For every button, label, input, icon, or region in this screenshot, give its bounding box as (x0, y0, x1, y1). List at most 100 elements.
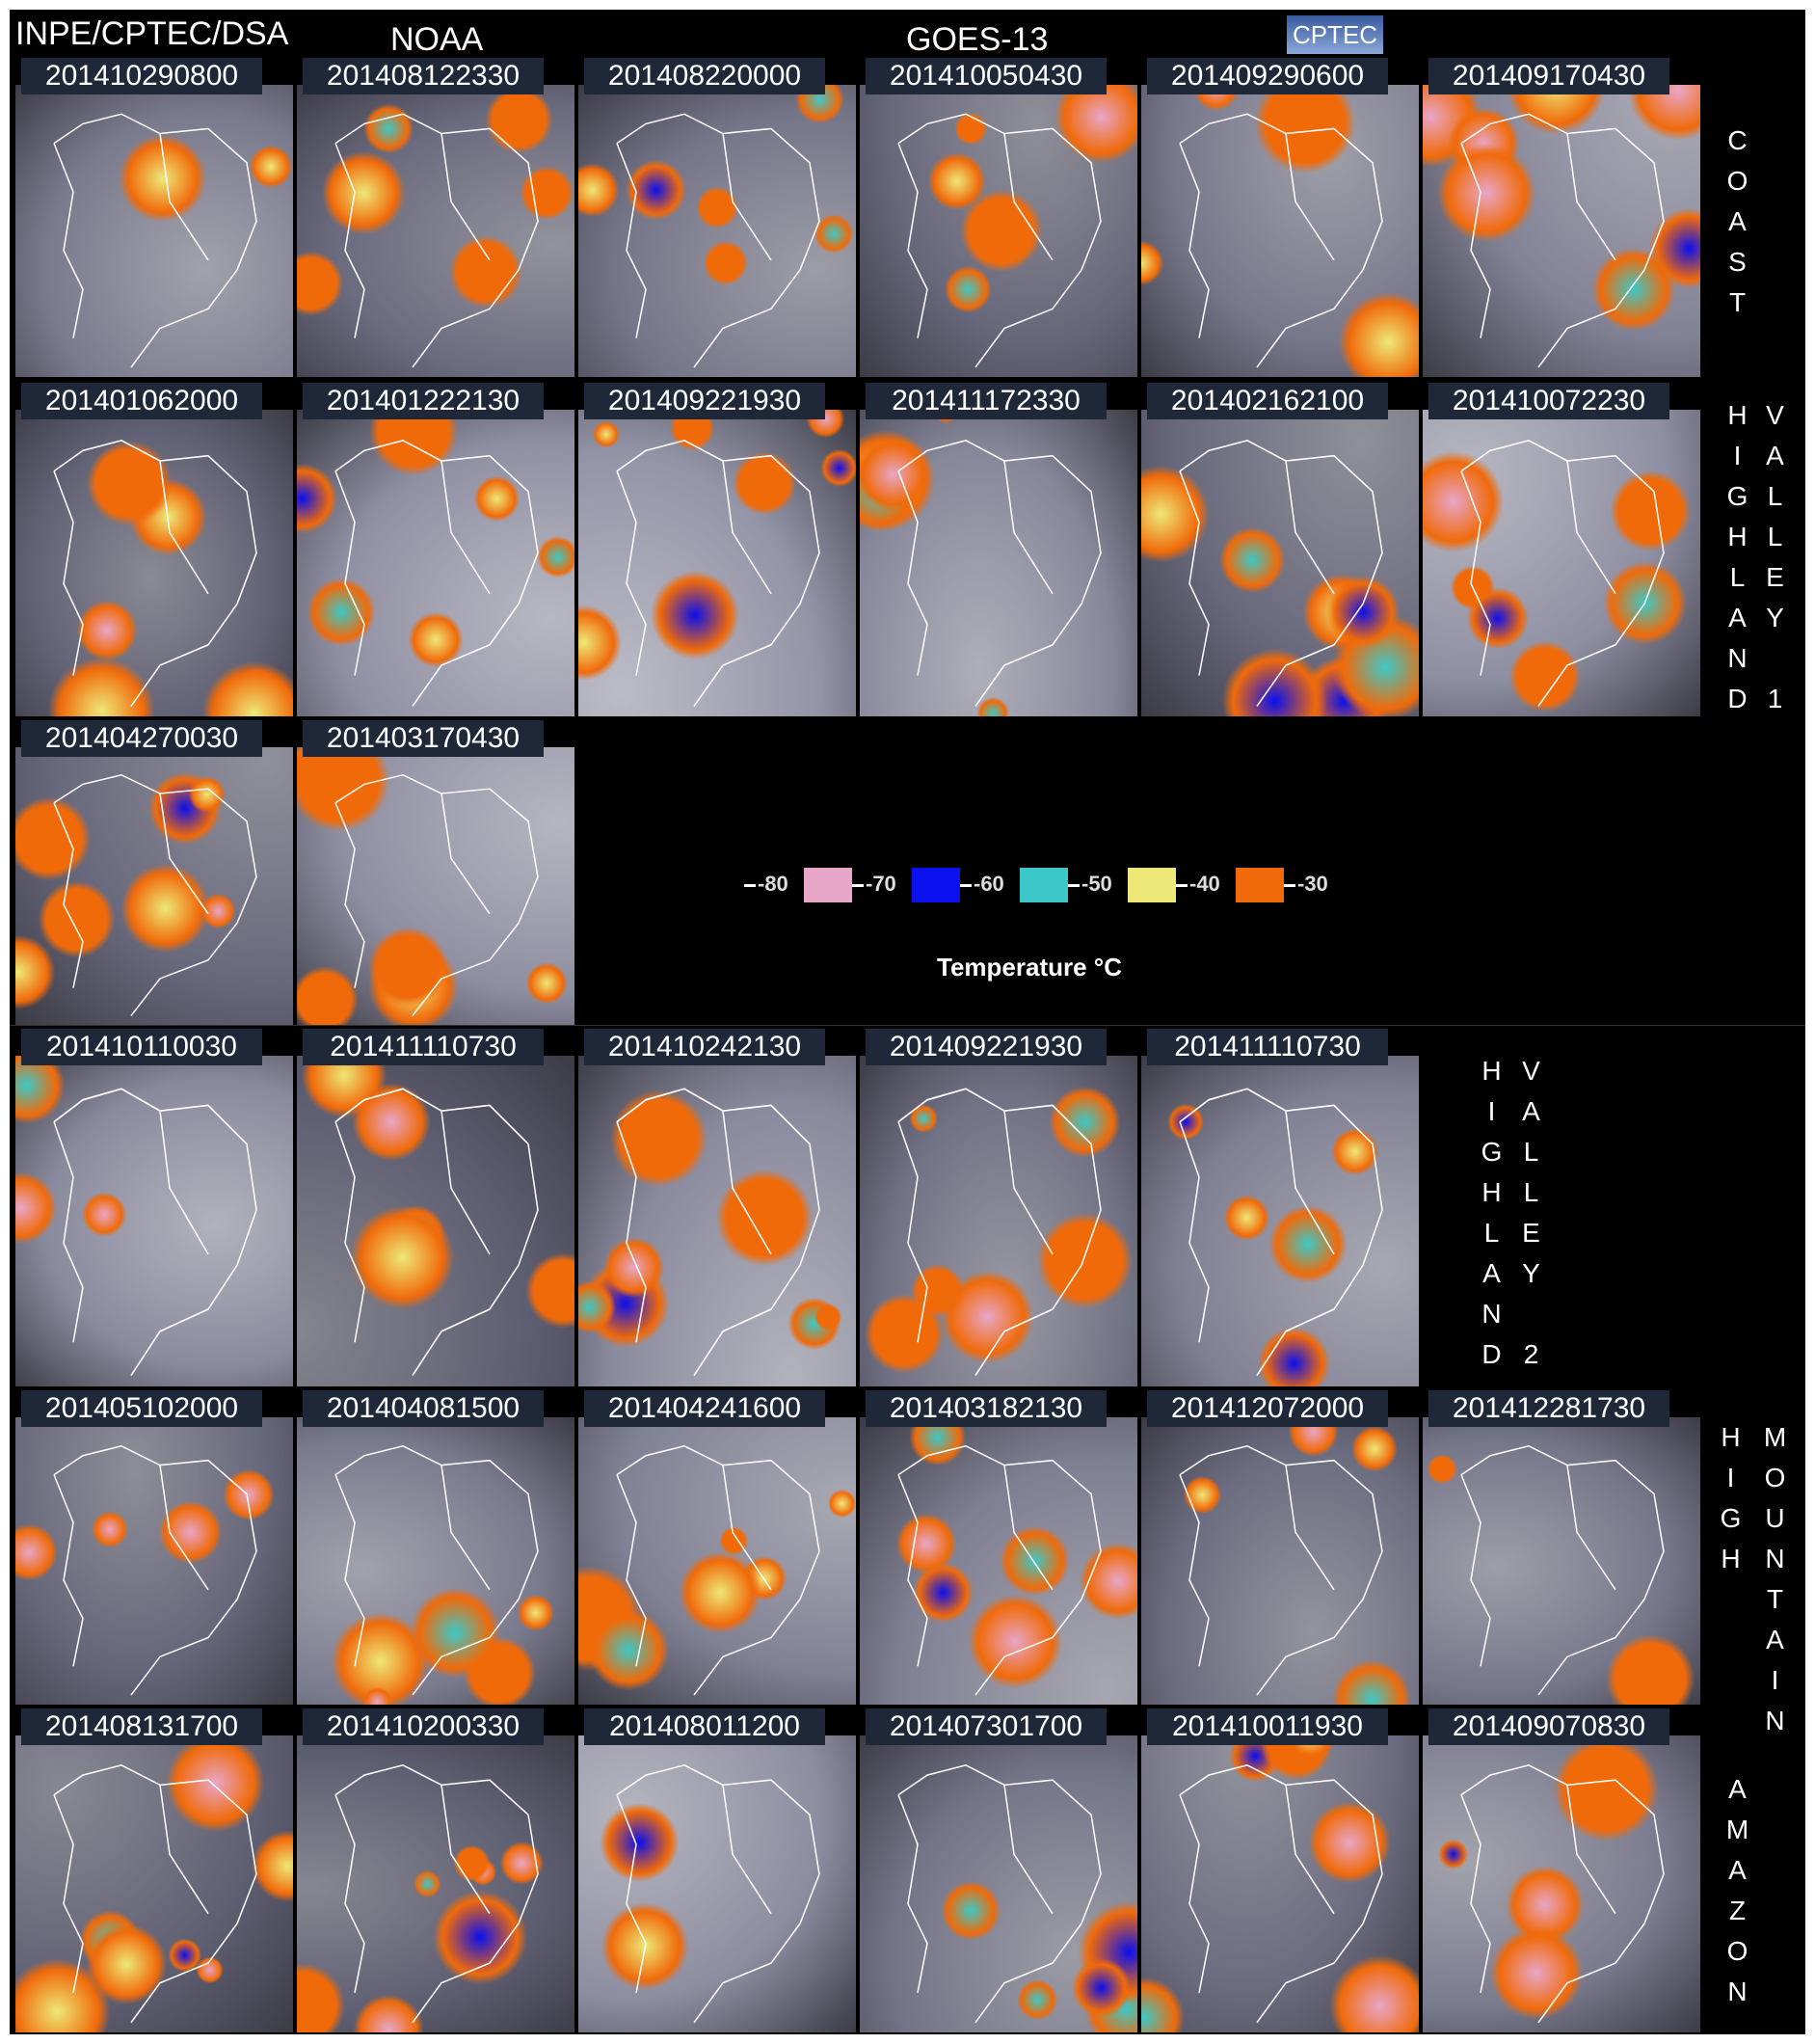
timestamp-label: 201411172330 (866, 383, 1107, 419)
border-line (53, 113, 257, 368)
border-line (1179, 113, 1383, 368)
legend-swatch (1236, 868, 1284, 902)
timestamp-label: 201409290600 (1147, 58, 1388, 94)
border-outline (616, 113, 820, 368)
border-line (334, 1445, 539, 1696)
satellite-panel (860, 410, 1137, 716)
border-line (334, 1088, 539, 1377)
legend-title: Temperature °C (937, 953, 1122, 982)
border-line (53, 1763, 257, 2024)
border-line (897, 1763, 1102, 2024)
satellite-panel (1141, 1056, 1419, 1386)
border-outline (53, 774, 257, 1016)
timestamp-label: 201408122330 (303, 58, 544, 94)
legend-swatch (912, 868, 960, 902)
border-outline (1460, 113, 1665, 368)
border-outline (53, 1763, 257, 2024)
border-line (334, 439, 539, 707)
region-label: VALLEY 2 (1516, 1056, 1546, 1380)
border-outline (616, 1088, 820, 1377)
border-line (1179, 1088, 1383, 1377)
legend-tick-label: -30 (1297, 872, 1328, 896)
satellite-panel (297, 1735, 574, 2032)
legend-swatch (1128, 868, 1176, 902)
region-label: VALLEY 1 (1760, 400, 1790, 724)
border-outline (897, 1088, 1102, 1377)
timestamp-label: 201403170430 (303, 720, 544, 757)
border-line (53, 439, 257, 707)
legend-tick (744, 884, 756, 887)
border-line (334, 774, 539, 1016)
timestamp-label: 201412281730 (1428, 1390, 1669, 1427)
border-outline (897, 113, 1102, 368)
border-outline (1179, 1445, 1383, 1696)
timestamp-label: 201408220000 (584, 58, 825, 94)
border-line (897, 1445, 1102, 1696)
legend-tick (1176, 884, 1188, 887)
satellite-panel (578, 1735, 856, 2032)
border-line (1460, 113, 1665, 368)
border-outline (1460, 1445, 1665, 1696)
timestamp-label: 201410110030 (21, 1029, 262, 1065)
satellite-panel (297, 85, 574, 377)
satellite-panel (578, 1417, 856, 1705)
border-outline (334, 774, 539, 1016)
border-line (1179, 1763, 1383, 2024)
border-outline (897, 439, 1102, 707)
legend-tick (1068, 884, 1080, 887)
border-line (334, 1763, 539, 2024)
timestamp-label: 201408131700 (21, 1708, 262, 1745)
satellite-panel (1141, 1417, 1419, 1705)
source-label: INPE/CPTEC/DSA (15, 15, 289, 52)
border-outline (53, 113, 257, 368)
border-line (1460, 439, 1665, 707)
border-outline (334, 113, 539, 368)
agency-label: NOAA (390, 21, 484, 58)
legend-swatch (1020, 868, 1068, 902)
border-line (897, 439, 1102, 707)
satellite-panel (297, 747, 574, 1025)
figure: INPE/CPTEC/DSA NOAA GOES-13 CPTEC 201410… (10, 10, 1805, 2034)
border-line (53, 1445, 257, 1696)
timestamp-label: 201403182130 (866, 1390, 1107, 1427)
border-outline (1179, 1088, 1383, 1377)
legend-tick-label: -80 (758, 872, 788, 896)
border-outline (53, 1088, 257, 1377)
satellite-panel (15, 85, 293, 377)
timestamp-label: 201409070830 (1428, 1708, 1669, 1745)
border-outline (1179, 439, 1383, 707)
satellite-panel (15, 747, 293, 1025)
satellite-panel (297, 1417, 574, 1705)
border-line (616, 1088, 820, 1377)
timestamp-label: 201404270030 (21, 720, 262, 757)
region-label: HIGH (1716, 1422, 1746, 1584)
border-outline (53, 1445, 257, 1696)
timestamp-label: 201410050430 (866, 58, 1107, 94)
satellite-panel (297, 1056, 574, 1386)
border-outline (616, 1445, 820, 1696)
border-line (616, 439, 820, 707)
border-line (616, 1763, 820, 2024)
border-outline (897, 1763, 1102, 2024)
border-line (1460, 1445, 1665, 1696)
region-label: MOUNTAIN (1760, 1422, 1790, 1746)
border-line (53, 1088, 257, 1377)
divider (10, 1025, 1805, 1026)
satellite-panel (1141, 85, 1419, 377)
border-outline (334, 1763, 539, 2024)
satellite-panel (1423, 85, 1700, 377)
border-line (616, 1445, 820, 1696)
border-line (897, 1088, 1102, 1377)
border-outline (334, 439, 539, 707)
border-outline (897, 1445, 1102, 1696)
logo: CPTEC (1287, 15, 1383, 54)
border-outline (1460, 439, 1665, 707)
border-line (1179, 1445, 1383, 1696)
legend-tick (1284, 884, 1295, 887)
timestamp-label: 201407301700 (866, 1708, 1107, 1745)
timestamp-label: 201410072230 (1428, 383, 1669, 419)
timestamp-label: 201410200330 (303, 1708, 544, 1745)
region-label: COAST (1722, 125, 1752, 328)
region-label: AMAZON (1722, 1774, 1752, 2017)
border-outline (334, 1445, 539, 1696)
